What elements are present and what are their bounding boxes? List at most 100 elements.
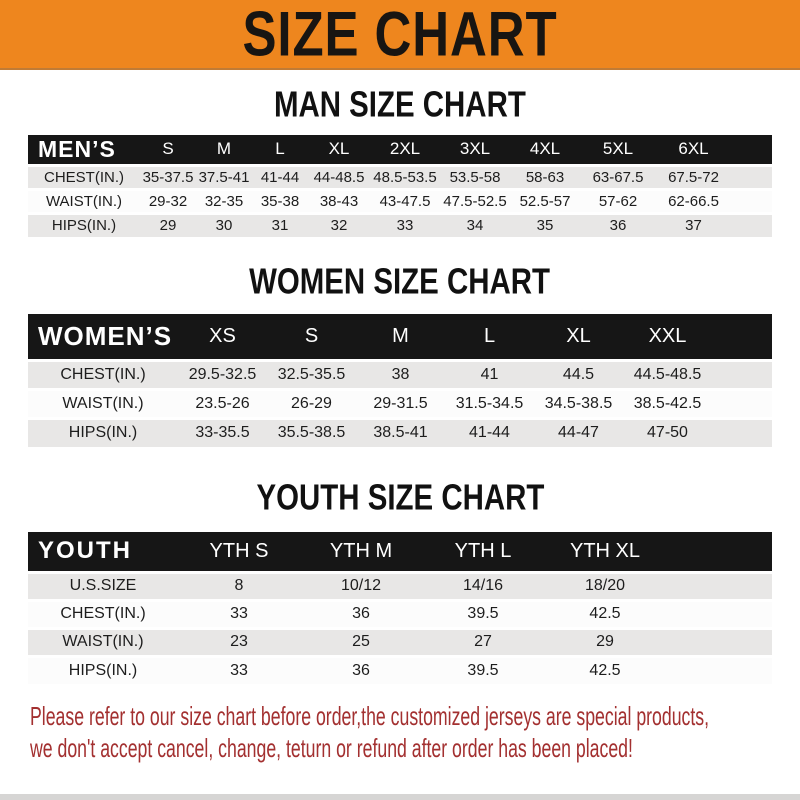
youth-size-col: YTH XL [569,539,641,562]
filler-cell [666,600,772,628]
men-size-col: XL [328,139,350,159]
row-label: HIPS(IN.) [68,424,138,442]
women-section-title: WOMEN SIZE CHART [0,261,800,301]
order-notice-line1: Please refer to our size chart before or… [30,701,710,731]
size-cell: 44.5 [562,365,595,383]
size-cell: 52.5-57 [519,192,571,210]
youth-chest-row: CHEST(IN.) 33 36 39.5 42.5 [28,600,772,628]
men-size-col: 6XL [678,139,709,159]
women-size-col: L [483,324,496,347]
row-label: CHEST(IN.) [60,365,146,383]
size-cell: 36 [352,605,370,622]
women-size-col: XXL [648,324,687,347]
row-label: CHEST(IN.) [60,605,146,622]
row-label: U.S.SIZE [69,577,137,594]
row-label: CHEST(IN.) [44,168,124,186]
size-cell: 47.5-52.5 [443,192,507,210]
size-cell: 44.5-48.5 [633,365,702,383]
bottom-edge-strip [0,794,800,800]
size-cell: 35 [536,217,554,235]
size-cell: 36 [352,661,370,679]
size-cell: 32 [330,217,348,235]
size-cell: 42.5 [589,605,621,622]
men-size-col: S [162,139,174,159]
size-cell: 31 [271,217,289,235]
size-cell: 35-37.5 [142,168,194,186]
women-waist-row: WAIST(IN.) 23.5-26 26-29 29-31.5 31.5-34… [28,389,772,418]
youth-size-col: YTH L [454,539,512,562]
size-cell: 42.5 [589,661,621,679]
size-cell: 25 [352,633,370,650]
row-label: HIPS(IN.) [51,217,117,235]
men-header-row: MEN’S S M L XL 2XL 3XL 4XL 5XL 6XL [28,135,772,165]
size-cell: 23 [230,633,248,650]
men-size-col: L [275,139,285,159]
row-label: HIPS(IN.) [68,661,138,679]
youth-waist-row: WAIST(IN.) 23 25 27 29 [28,628,772,656]
women-band-label: WOMEN’S [38,320,173,351]
size-cell: 62-66.5 [668,192,719,210]
size-cell: 41 [480,365,499,383]
women-header-row: WOMEN’S XS S M L XL XXL [28,314,772,360]
banner-title: SIZE CHART [242,0,558,70]
size-cell: 47-50 [647,424,688,442]
size-cell: 29-32 [148,192,188,210]
size-cell: 38 [391,365,410,383]
size-cell: 33-35.5 [195,424,250,442]
size-cell: 37.5-41 [198,168,250,186]
filler-cell [731,213,772,237]
men-waist-row: WAIST(IN.) 29-32 32-35 35-38 38-43 43-47… [28,189,772,213]
filler-cell [712,360,772,389]
size-cell: 38.5-42.5 [633,394,702,412]
size-cell: 34.5-38.5 [544,394,613,412]
women-size-col: XS [209,324,236,347]
men-section-title: MAN SIZE CHART [0,84,800,124]
filler-cell [712,389,772,418]
size-cell: 29 [596,633,614,650]
size-cell: 38-43 [319,192,359,210]
filler-cell [731,189,772,213]
row-label: WAIST(IN.) [45,192,123,210]
size-cell: 39.5 [467,661,499,679]
size-cell: 34 [466,217,484,235]
filler-cell [712,314,772,360]
size-cell: 37 [685,217,702,235]
size-cell: 44-47 [558,424,599,442]
youth-ussize-row: U.S.SIZE 8 10/12 14/16 18/20 [28,572,772,600]
men-size-col: 5XL [602,139,634,159]
size-cell: 23.5-26 [195,394,250,412]
filler-cell [731,135,772,165]
youth-size-table: YOUTH YTH S YTH M YTH L YTH XL U.S.SIZE … [28,532,772,684]
size-cell: 27 [474,633,492,650]
women-hips-row: HIPS(IN.) 33-35.5 35.5-38.5 38.5-41 41-4… [28,418,772,447]
filler-cell [712,418,772,447]
size-cell: 57-62 [598,192,638,210]
size-cell: 38.5-41 [373,424,428,442]
size-cell: 48.5-53.5 [373,168,437,186]
men-chest-row: CHEST(IN.) 35-37.5 37.5-41 41-44 44-48.5… [28,165,772,189]
men-hips-row: HIPS(IN.) 29 30 31 32 33 34 35 36 37 [28,213,772,237]
size-cell: 58-63 [525,168,565,186]
size-cell: 35-38 [260,192,300,210]
youth-header-row: YOUTH YTH S YTH M YTH L YTH XL [28,532,772,572]
youth-band-label: YOUTH [38,537,132,565]
order-notice-line2: we don't accept cancel, change, teturn o… [30,733,633,763]
size-cell: 30 [215,217,233,235]
youth-size-col: YTH S [209,539,269,562]
size-cell: 29.5-32.5 [188,365,257,383]
size-chart-banner: SIZE CHART [0,0,800,70]
women-size-col: S [304,324,319,347]
women-size-col: M [392,324,409,347]
men-size-table: MEN’S S M L XL 2XL 3XL 4XL 5XL 6XL CHEST… [28,135,772,237]
order-notice: Please refer to our size chart before or… [0,700,800,764]
row-label: WAIST(IN.) [62,394,144,412]
youth-section-title-text: YOUTH SIZE CHART [256,476,544,518]
size-cell: 33 [230,605,248,622]
youth-size-col: YTH M [329,539,393,562]
size-cell: 53.5-58 [449,168,501,186]
women-chest-row: CHEST(IN.) 29.5-32.5 32.5-35.5 38 41 44.… [28,360,772,389]
size-cell: 32-35 [204,192,244,210]
size-cell: 44-48.5 [313,168,365,186]
youth-section-title: YOUTH SIZE CHART [0,476,800,518]
size-cell: 67.5-72 [668,168,719,186]
